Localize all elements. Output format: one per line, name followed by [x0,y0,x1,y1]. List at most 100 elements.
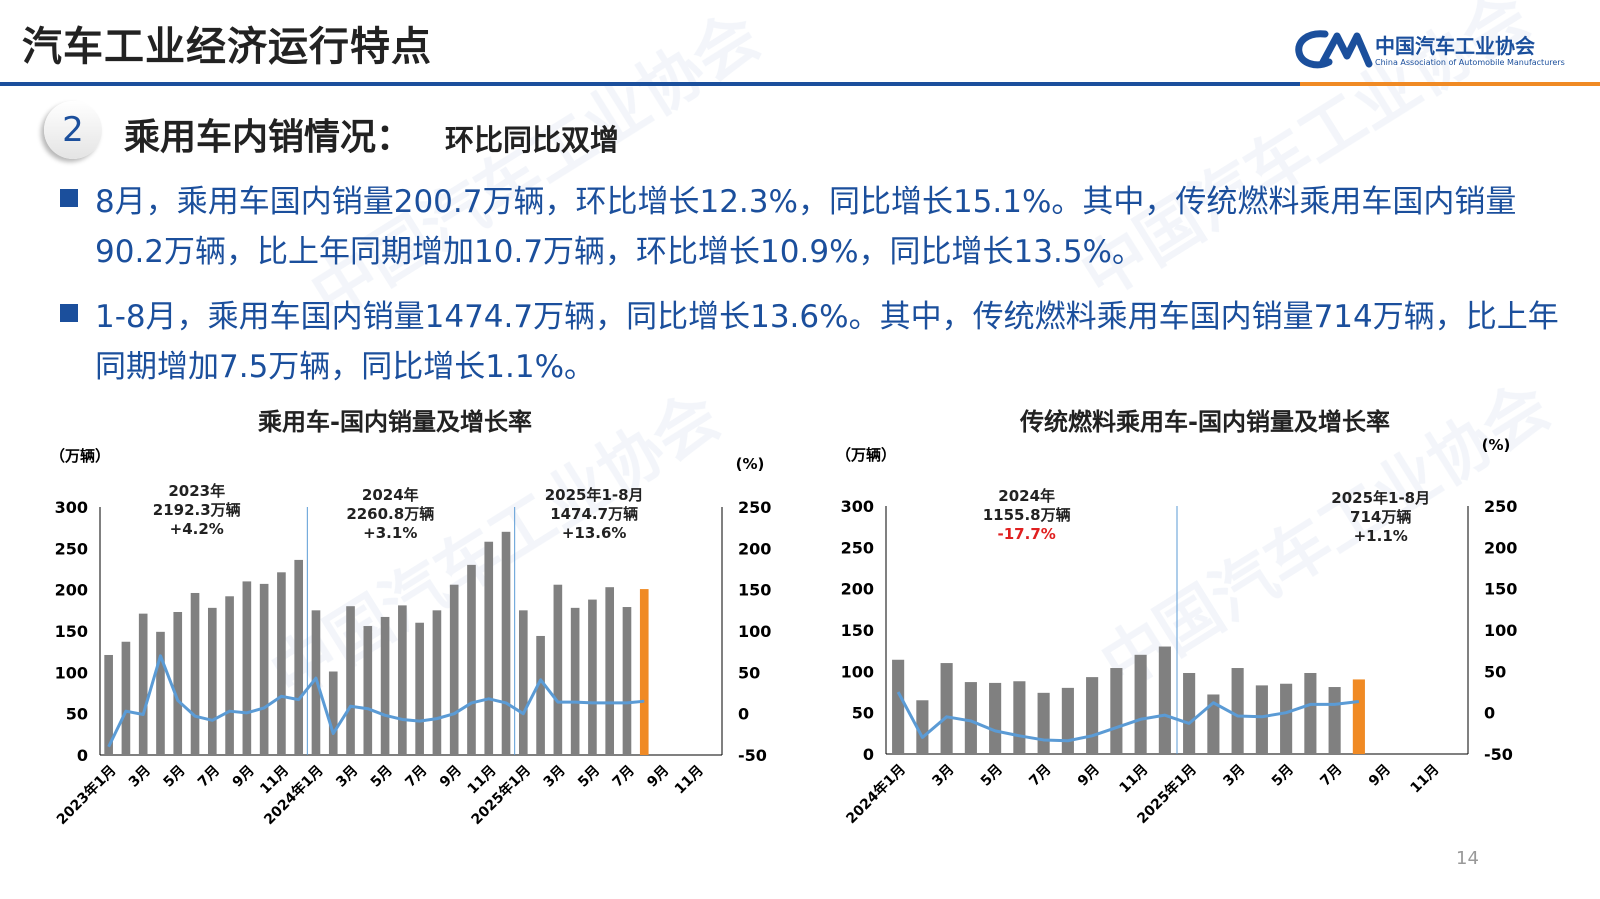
y-left-unit-label: （万辆） [50,447,110,465]
y-left-tick-label: 150 [841,621,874,640]
sales-bar [173,611,183,755]
logo-en-text: China Association of Automobile Manufact… [1375,58,1565,67]
period-annotation: 1474.7万辆 [550,505,638,523]
header-rule-blue [0,82,1300,86]
growth-rate-line [107,654,645,748]
period-annotation: 2024年 [998,487,1055,505]
y-right-tick-label: 150 [1484,580,1517,599]
y-right-tick-label: -50 [738,746,767,765]
sales-bar [1304,672,1317,754]
y-left-tick-label: 300 [55,498,88,517]
x-tick-label: 7月 [1317,762,1345,790]
sales-bar [259,583,269,755]
x-tick-label: 5月 [1269,762,1297,790]
y-left-tick-label: 0 [77,746,88,765]
y-left-tick-label: 200 [841,580,874,599]
sales-bar [1328,687,1341,754]
period-annotation: 2025年1-8月 [1331,489,1430,507]
sales-bar [1183,672,1196,754]
sales-bar [380,616,390,755]
y-left-tick-label: 50 [852,704,874,723]
sales-bar [1158,646,1171,754]
sales-bar [1255,685,1268,754]
period-annotation: 2192.3万辆 [153,501,241,519]
sales-bar [989,682,1002,754]
x-tick-label: 11月 [672,763,707,798]
header-rule-orange [1300,82,1600,86]
sales-bar [1037,692,1050,754]
x-tick-label: 2024年1月 [843,761,909,827]
sales-bar [1280,683,1293,754]
sales-bar [225,596,234,755]
logo-cn-text: 中国汽车工业协会 [1375,34,1535,58]
y-left-tick-label: 100 [55,663,88,682]
page-number: 14 [1456,848,1479,869]
y-left-tick-label: 50 [66,705,88,724]
sales-bar [398,605,407,755]
y-right-tick-label: -50 [1484,745,1513,764]
sales-bar [1086,677,1099,754]
caam-logo-icon [1295,30,1373,69]
period-annotation: 714万辆 [1350,508,1411,526]
sales-bar [553,584,563,755]
y-right-tick-label: 50 [738,663,760,682]
x-tick-label: 5月 [978,762,1006,790]
sales-bar [1061,687,1074,754]
sales-bar [207,607,217,755]
sales-bar [415,622,424,755]
x-tick-label: 5月 [575,763,603,791]
period-annotation: -17.7% [998,525,1056,543]
y-right-tick-label: 200 [1484,538,1517,557]
y-left-tick-label: 150 [55,622,88,641]
period-annotation: 2023年 [168,482,225,500]
chart-1: （万辆） (%) 0 50 100 150 200 250 300 -50 0 50 100 150 200… [50,447,771,828]
y-right-tick-label: 250 [738,498,771,517]
y-left-tick-label: 250 [841,538,874,557]
period-annotation: +13.6% [562,524,627,542]
y-right-tick-label: 0 [738,705,749,724]
y-left-tick-label: 250 [55,539,88,558]
x-tick-label: 11月 [1407,762,1442,797]
bullet-text: 1-8月，乘用车国内销量1474.7万辆，同比增长13.6%。其中，传统燃料乘用… [95,299,1559,385]
sales-bar [449,584,459,755]
y-right-unit-label: (%) [1482,436,1511,454]
y-right-tick-label: 200 [738,539,771,558]
sales-bar [639,589,649,755]
sales-bar [484,541,494,755]
x-tick-label: 3月 [126,763,154,791]
y-right-tick-label: 100 [738,622,771,641]
sales-bar [121,641,131,755]
sales-bar [1352,679,1365,754]
y-left-tick-label: 0 [863,745,874,764]
page-title: 汽车工业经济运行特点 [22,24,432,70]
sales-bar [940,663,953,754]
bullet-square-icon [60,189,78,207]
sales-bar [294,559,304,755]
period-annotation: +1.1% [1354,527,1408,545]
x-tick-label: 9月 [437,763,465,791]
sales-bar [588,599,597,755]
x-tick-label: 5月 [160,763,188,791]
period-annotation: 1155.8万辆 [983,506,1071,524]
section-subtitle: 环比同比双增 [445,123,620,157]
x-tick-label: 7月 [610,763,638,791]
x-tick-label: 9月 [1366,762,1394,790]
sales-bar [467,564,476,755]
sales-bar [346,606,355,755]
x-tick-label: 3月 [1220,762,1248,790]
caam-logo: 中国汽车工业协会 China Association of Automobile… [1295,28,1595,73]
chart-2-title: 传统燃料乘用车-国内销量及增长率 [1020,408,1390,436]
x-tick-label: 3月 [333,763,361,791]
y-left-tick-label: 100 [841,662,874,681]
sales-bar [242,581,252,755]
sales-bar [432,610,442,755]
x-tick-label: 5月 [368,763,396,791]
x-tick-label: 9月 [644,763,672,791]
growth-rate-line [896,691,1360,743]
sales-bar [570,607,580,755]
sales-bar [501,531,511,755]
y-left-tick-label: 200 [55,581,88,600]
y-left-unit-label: （万辆） [836,446,896,464]
sales-bar [536,635,545,755]
sales-bar [605,587,615,755]
